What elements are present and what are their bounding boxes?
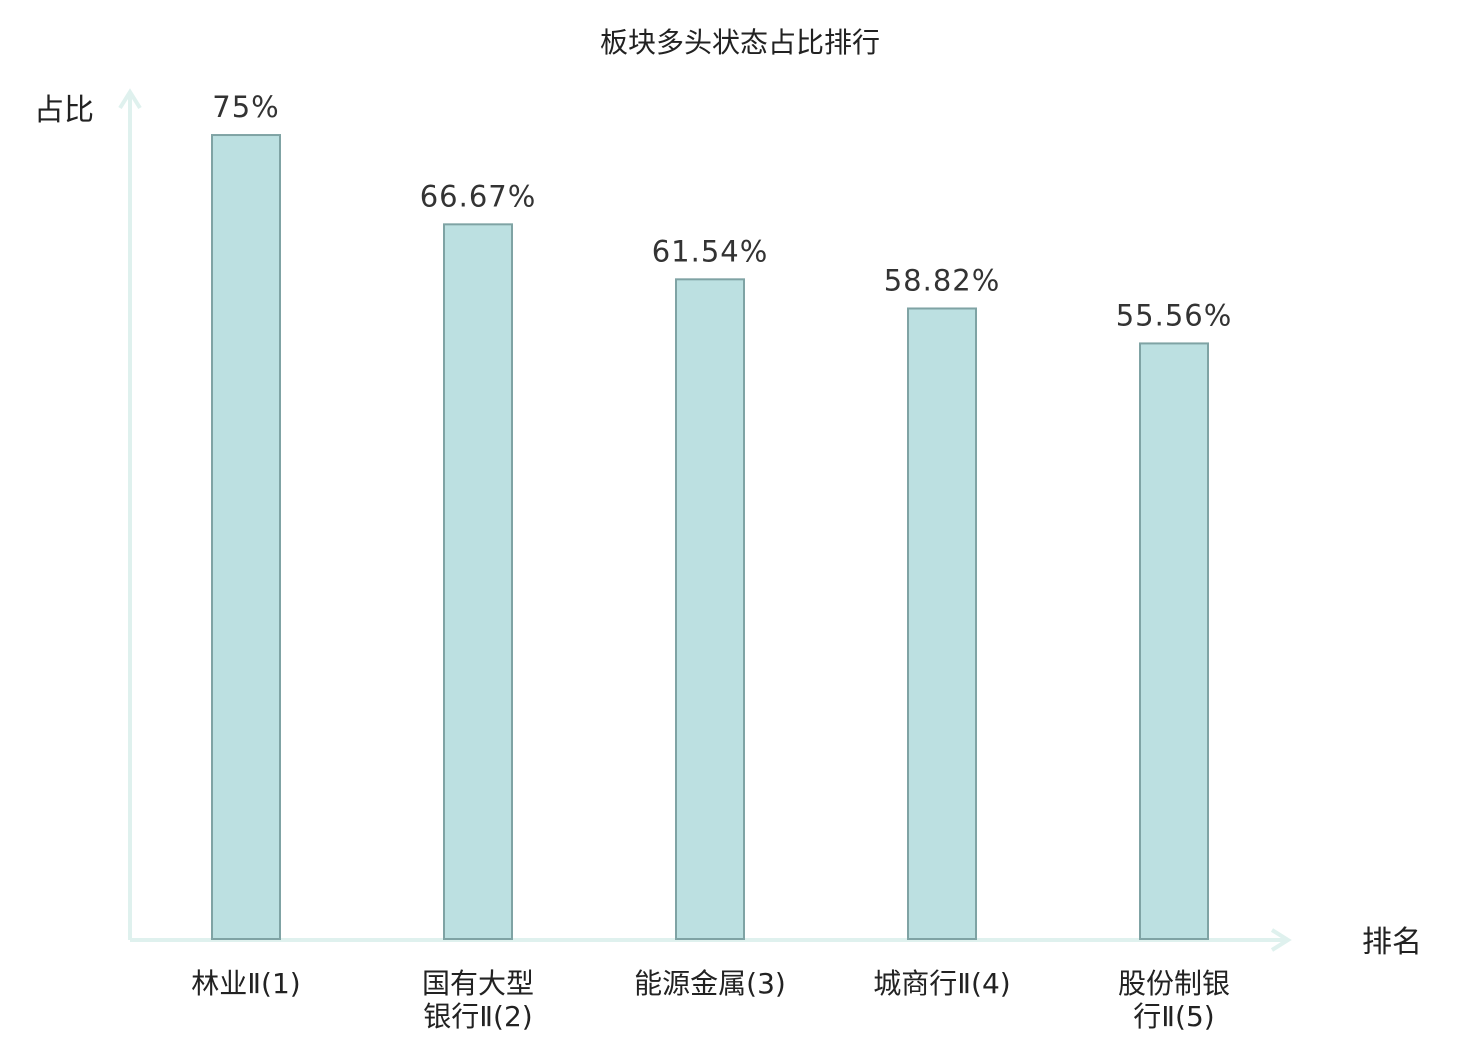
bars-group [211,134,1209,941]
bar [443,223,513,940]
bar [675,278,745,940]
y-axis-label: 占比 [34,93,94,128]
category-tick-label: 行Ⅱ(5) [1133,1000,1214,1033]
bar-value-label: 58.82% [884,263,1001,297]
x-axis-arrow [1270,928,1292,952]
bar-value-label: 61.54% [652,234,769,268]
x-axis-label: 排名 [1362,925,1422,960]
category-tick-label: 股份制银 [1118,967,1230,1000]
bar-value-label: 75% [212,90,279,124]
bar-value-label: 55.56% [1116,298,1233,332]
category-tick-label: 能源金属(3) [634,967,786,1000]
bar-value-label: 66.67% [420,179,537,213]
value-labels-group: 75% 66.67% 61.54% 58.82% 55.56% [212,90,1233,332]
bar [1139,342,1209,940]
category-tick-label: 林业Ⅱ(1) [191,967,300,1000]
y-axis-arrow [118,88,142,110]
category-tick-label: 国有大型 [422,967,534,1000]
category-tick-label: 城商行Ⅱ(4) [873,967,1010,1000]
category-tick-label: 银行Ⅱ(2) [423,1000,532,1033]
chart-title: 板块多头状态占比排行 [600,26,880,59]
bar [907,307,977,941]
bar [211,134,281,941]
